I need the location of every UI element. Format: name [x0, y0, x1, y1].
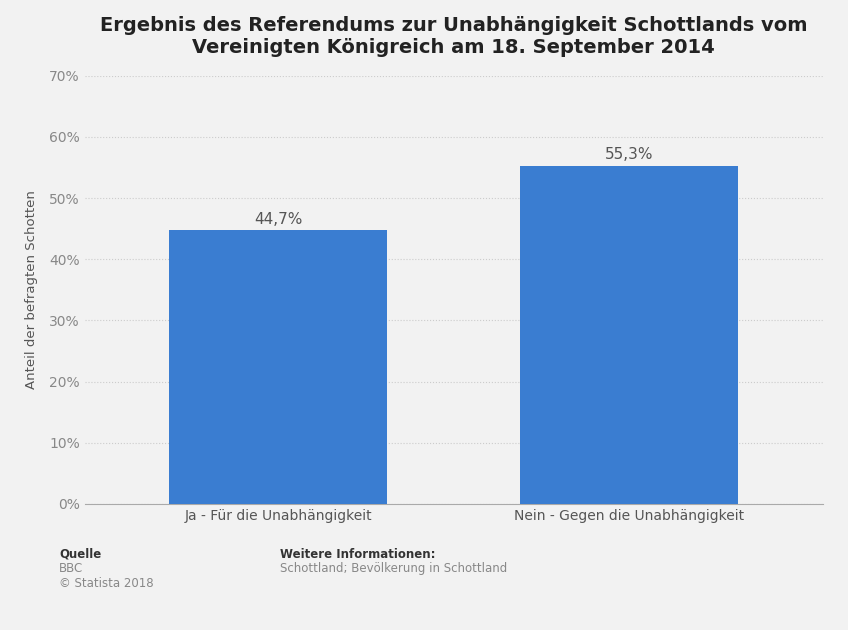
Text: 55,3%: 55,3% [605, 147, 654, 162]
Text: BBC: BBC [59, 562, 84, 575]
Bar [521, 166, 739, 504]
Text: Schottland; Bevölkerung in Schottland: Schottland; Bevölkerung in Schottland [280, 562, 507, 575]
Bar [169, 231, 387, 504]
Text: © Statista 2018: © Statista 2018 [59, 576, 154, 590]
Text: 44,7%: 44,7% [254, 212, 302, 227]
Text: Weitere Informationen:: Weitere Informationen: [280, 547, 435, 561]
Title: Ergebnis des Referendums zur Unabhängigkeit Schottlands vom
Vereinigten Königrei: Ergebnis des Referendums zur Unabhängigk… [100, 16, 807, 57]
Text: Quelle: Quelle [59, 547, 102, 561]
Y-axis label: Anteil der befragten Schotten: Anteil der befragten Schotten [25, 190, 38, 389]
